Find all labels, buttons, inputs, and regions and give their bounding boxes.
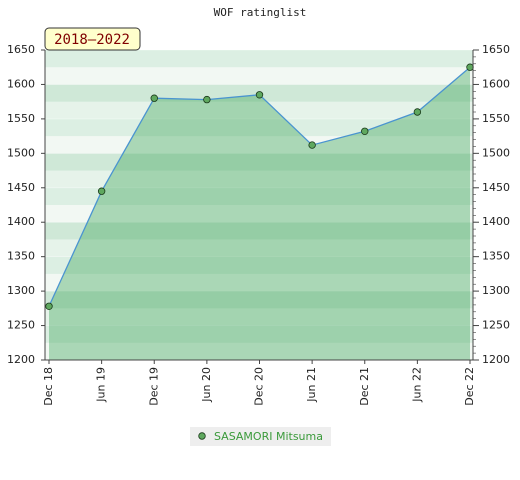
badge-text: 2018–2022 [54,32,130,48]
chart-title: WOF ratinglist [214,6,307,19]
y-tick-label: 1600 [7,77,35,90]
legend-box [190,427,331,446]
y2-tick-label: 1650 [482,43,510,56]
y-tick-label: 1500 [7,146,35,159]
point [255,91,264,99]
background-band [45,222,473,240]
point [203,95,211,104]
y-tick-label: 1350 [7,250,35,263]
background-band [45,308,473,327]
point [45,302,53,310]
y-tick-label: 1400 [7,215,35,228]
y-tick-label: 1200 [7,353,35,366]
x-tick-label: Dec 18 [42,367,55,406]
x-tick-label: Dec 22 [463,367,476,406]
y2-tick-label: 1400 [482,215,510,228]
background-band [45,256,473,275]
y2-tick-label: 1500 [482,146,510,159]
background-band [45,205,473,223]
background-band [45,342,473,361]
y-tick-label: 1300 [7,284,35,297]
x-tick-label: Jun 19 [95,367,108,403]
y-tick-label: 1250 [7,319,35,332]
background-band [45,136,473,154]
y2-tick-label: 1300 [482,284,510,297]
x-tick-label: Jun 21 [305,367,318,403]
point [308,141,316,149]
background-band [45,153,473,172]
background-band [45,291,473,309]
x-tick-label: Dec 19 [147,367,160,406]
background-band [45,187,473,206]
y2-tick-label: 1450 [482,181,510,194]
y2-tick-label: 1250 [482,319,510,332]
y-tick-label: 1450 [7,181,35,194]
background-band [45,325,473,344]
badge-box [44,27,141,51]
background-band [45,170,473,189]
point [97,187,106,195]
background-band [45,239,473,258]
point [361,127,369,135]
background-band [45,67,473,85]
plot-area [45,49,473,361]
y-tick-label: 1550 [7,112,35,125]
background-band [45,50,473,68]
y2-tick-label: 1200 [482,353,510,366]
background-band [45,273,473,292]
point [466,63,474,71]
background-band [45,101,473,120]
x-tick-label: Dec 20 [253,367,266,406]
point [150,94,158,102]
area [49,67,470,360]
x-tick-label: Dec 21 [358,367,371,406]
y-tick-label: 1650 [7,43,35,56]
y2-tick-label: 1600 [482,77,510,90]
y2-tick-label: 1550 [482,112,510,125]
legend-marker [198,432,206,440]
point [413,108,422,116]
x-tick-label: Jun 20 [200,367,213,403]
y2-tick-label: 1350 [482,250,510,263]
legend-text: SASAMORI Mitsuma [214,430,323,443]
x-tick-label: Jun 22 [410,367,423,403]
